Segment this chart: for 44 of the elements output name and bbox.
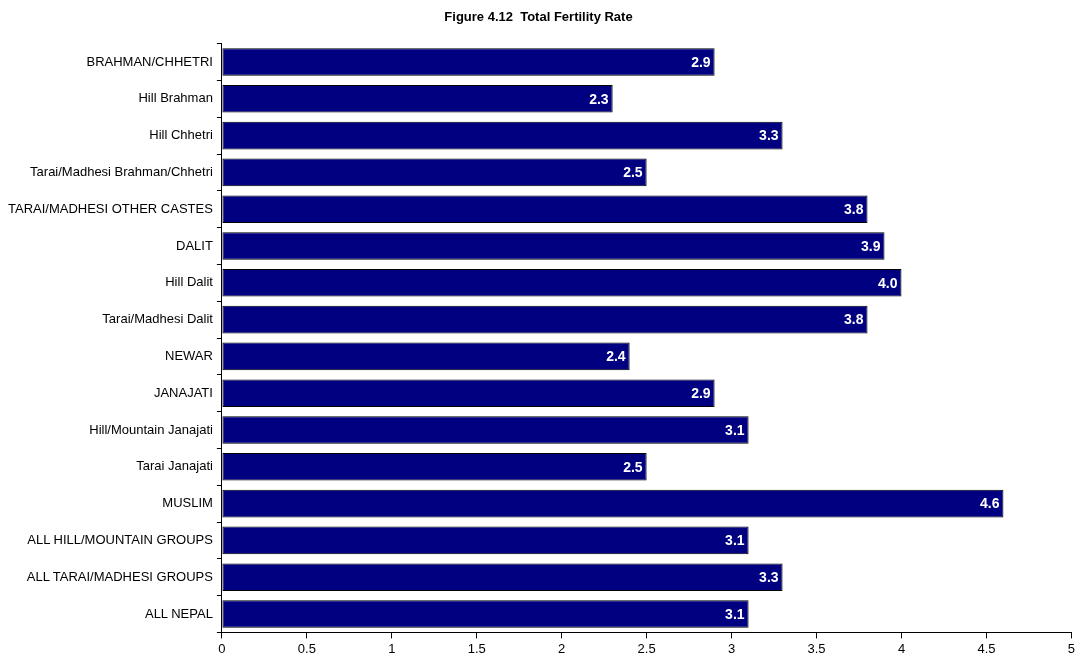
x-tick-label: 0.5 xyxy=(297,640,316,656)
y-tick-label: NEWAR xyxy=(164,347,213,363)
data-label: 2.4 xyxy=(606,348,626,365)
x-tick-label: 2.5 xyxy=(637,640,656,656)
y-tick-label: Tarai Janajati xyxy=(136,458,213,474)
y-tick-label: ALL NEPAL xyxy=(144,605,213,621)
y-tick-label: TARAI/MADHESI OTHER CASTES xyxy=(7,200,214,216)
data-label: 4.6 xyxy=(979,495,1000,512)
y-tick-label: BRAHMAN/CHHETRI xyxy=(86,53,213,69)
y-tick-label: MUSLIM xyxy=(162,495,213,511)
y-tick-label: Hill Chhetri xyxy=(149,127,213,143)
y-tick-label: ALL HILL/MOUNTAIN GROUPS xyxy=(27,531,214,547)
x-tick-label: 1.5 xyxy=(467,640,486,656)
data-label: 2.5 xyxy=(623,458,643,475)
data-label: 3.3 xyxy=(759,569,779,586)
data-label: 3.3 xyxy=(759,127,779,144)
y-tick-label: Tarai/Madhesi Brahman/Chhetri xyxy=(30,163,213,179)
y-tick-label: Hill Brahman xyxy=(138,90,213,106)
x-tick-label: 3.5 xyxy=(807,640,826,656)
data-label: 2.5 xyxy=(623,164,643,181)
x-tick-label: 0 xyxy=(218,640,226,656)
data-label: 2.3 xyxy=(589,90,609,107)
chart-title: Figure 4.12 Total Fertility Rate xyxy=(444,9,633,25)
y-tick-label: Hill Dalit xyxy=(165,274,214,290)
y-tick-label: Hill/Mountain Janajati xyxy=(89,421,213,437)
y-tick-label: DALIT xyxy=(176,237,213,253)
y-tick-label: Tarai/Madhesi Dalit xyxy=(102,311,214,327)
x-tick-label: 2 xyxy=(558,640,566,656)
x-tick-label: 3 xyxy=(727,640,736,656)
x-tick-label: 1 xyxy=(388,640,396,656)
data-label: 3.1 xyxy=(725,421,745,438)
x-tick-label: 4.5 xyxy=(977,640,996,656)
data-label: 3.8 xyxy=(844,311,864,328)
data-label: 2.9 xyxy=(691,53,711,70)
y-tick-label: ALL TARAI/MADHESI GROUPS xyxy=(26,568,214,584)
data-label: 3.1 xyxy=(725,532,745,549)
x-tick-label: 5 xyxy=(1067,640,1075,656)
data-label: 2.9 xyxy=(691,385,711,402)
y-tick-label: JANAJATI xyxy=(153,384,213,400)
x-tick-label: 4 xyxy=(897,640,906,656)
data-label: 3.9 xyxy=(861,237,881,254)
data-label: 3.8 xyxy=(844,201,864,218)
data-label: 3.1 xyxy=(725,605,745,622)
data-label: 4.0 xyxy=(878,274,898,291)
